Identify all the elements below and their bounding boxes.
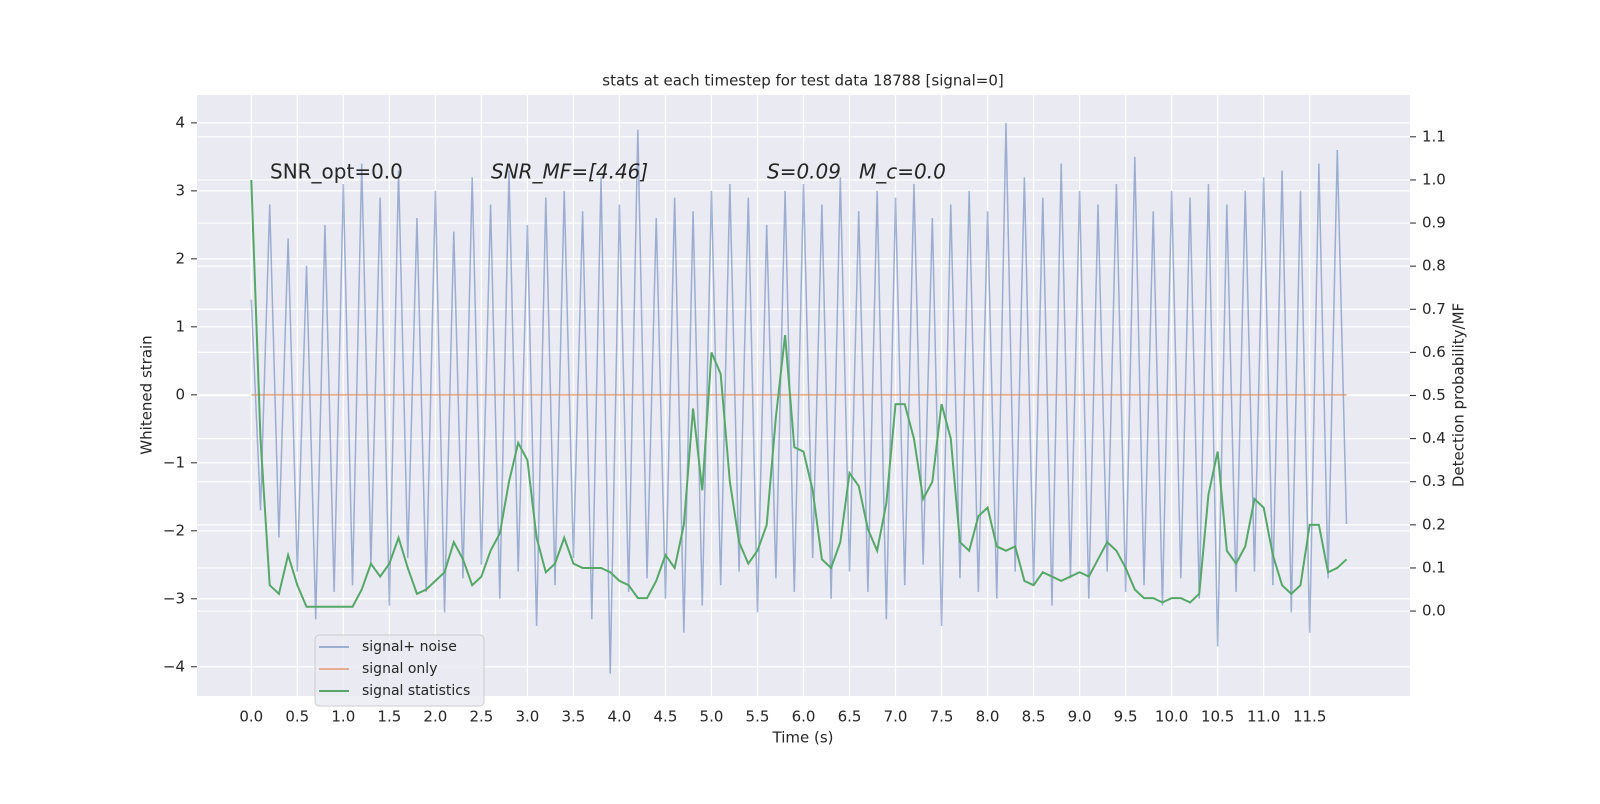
x-tick-label: 9.0 — [1068, 708, 1092, 726]
y-tick-label: 2 — [175, 249, 185, 267]
y2-tick-label: 0.7 — [1422, 300, 1446, 318]
x-axis-label: Time (s) — [772, 729, 834, 747]
x-tick-label: 5.0 — [700, 708, 724, 726]
y-tick-label: −3 — [163, 589, 185, 607]
annotation: SNR_opt=0.0 — [270, 160, 403, 184]
chart-title: stats at each timestep for test data 187… — [602, 72, 1003, 90]
x-tick-label: 8.5 — [1022, 708, 1046, 726]
x-tick-label: 4.5 — [654, 708, 678, 726]
x-tick-label: 11.0 — [1247, 708, 1280, 726]
legend-label: signal statistics — [362, 683, 470, 699]
y2-axis-label: Detection probability/MF — [1450, 303, 1468, 487]
x-tick-label: 10.5 — [1201, 708, 1234, 726]
y-tick-label: −2 — [163, 521, 185, 539]
series-line — [250, 122, 1348, 674]
x-tick-label: 2.0 — [423, 708, 447, 726]
y2-tick-label: 0.9 — [1422, 214, 1446, 232]
y2-tick-label: 0.2 — [1422, 515, 1446, 533]
y2-tick-label: 0.1 — [1422, 558, 1446, 576]
x-tick-label: 1.5 — [377, 708, 401, 726]
x-tick-label: 3.0 — [515, 708, 539, 726]
x-tick-label: 0.0 — [239, 708, 263, 726]
y-tick-label: 3 — [175, 181, 185, 199]
y2-tick-label: 0.8 — [1422, 257, 1446, 275]
x-tick-label: 4.0 — [608, 708, 632, 726]
y2-tick-label: 1.1 — [1422, 127, 1446, 145]
legend-label: signal+ noise — [362, 639, 457, 655]
y2-tick-label: 0.0 — [1422, 602, 1446, 620]
annotation: SNR_MF=[4.46] — [491, 160, 648, 184]
x-tick-label: 6.5 — [838, 708, 862, 726]
x-tick-label: 6.0 — [792, 708, 816, 726]
y2-tick-label: 0.5 — [1422, 386, 1446, 404]
x-tick-label: 8.0 — [976, 708, 1000, 726]
legend-label: signal only — [362, 661, 437, 677]
y-tick-label: −1 — [163, 453, 185, 471]
y2-tick-label: 0.4 — [1422, 429, 1446, 447]
x-tick-label: 11.5 — [1293, 708, 1326, 726]
y2-tick-label: 0.6 — [1422, 343, 1446, 361]
annotation: M_c=0.0 — [859, 160, 946, 184]
y-tick-label: 4 — [175, 113, 185, 131]
y-tick-label: 1 — [175, 317, 185, 335]
y2-tick-label: 1.0 — [1422, 170, 1446, 188]
annotation: S=0.09 — [767, 160, 841, 184]
series-line — [250, 179, 1348, 608]
x-tick-label: 10.0 — [1155, 708, 1188, 726]
x-tick-label: 0.5 — [285, 708, 309, 726]
y-tick-label: 0 — [175, 385, 185, 403]
y2-tick-label: 0.3 — [1422, 472, 1446, 490]
x-tick-label: 7.0 — [884, 708, 908, 726]
x-tick-label: 9.5 — [1114, 708, 1138, 726]
x-tick-label: 3.5 — [561, 708, 585, 726]
x-tick-label: 2.5 — [469, 708, 493, 726]
x-tick-label: 1.0 — [331, 708, 355, 726]
x-tick-label: 5.5 — [746, 708, 770, 726]
y-axis-label: Whitened strain — [138, 335, 156, 454]
x-tick-label: 7.5 — [930, 708, 954, 726]
y-tick-label: −4 — [163, 657, 185, 675]
legend-box — [314, 634, 485, 707]
